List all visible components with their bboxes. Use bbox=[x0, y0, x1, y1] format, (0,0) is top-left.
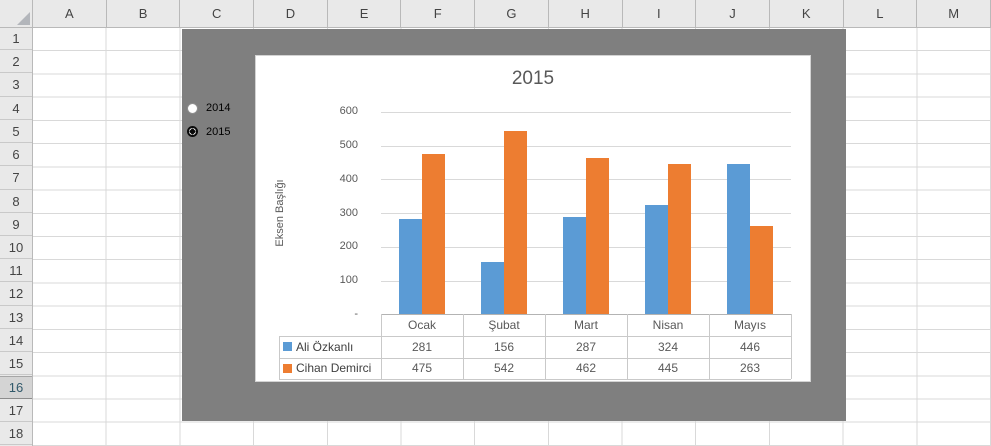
legend-key-icon bbox=[283, 363, 292, 373]
table-border bbox=[463, 314, 464, 380]
column-header-k[interactable]: K bbox=[770, 0, 844, 27]
row-header-18[interactable]: 18 bbox=[0, 423, 32, 445]
bar-ali-zkanl-ubat[interactable] bbox=[481, 261, 504, 315]
table-value: 542 bbox=[493, 361, 515, 376]
row-header-15[interactable]: 15 bbox=[0, 353, 32, 376]
embedded-chart[interactable]: 2015 Eksen Başlığı 600 500 400 300 200 100 - O… bbox=[255, 55, 811, 382]
gridline bbox=[381, 111, 791, 113]
radio-option-2014[interactable]: 2014 bbox=[187, 101, 230, 115]
column-header-c[interactable]: C bbox=[180, 0, 255, 27]
table-border bbox=[381, 314, 382, 380]
row-header-10[interactable]: 10 bbox=[0, 237, 32, 260]
row-headers: 1 2 3 4 5 6 7 8 9 10 11 12 13 14 15 16 17 18 bbox=[0, 28, 33, 446]
radio-dot-icon bbox=[188, 127, 197, 136]
row-header-1[interactable]: 1 bbox=[0, 28, 32, 51]
table-value: 263 bbox=[739, 361, 761, 376]
series-name: Cihan Demirci bbox=[296, 361, 372, 376]
table-category-nisan: Nisan bbox=[652, 318, 684, 333]
table-border bbox=[545, 314, 546, 380]
column-header-f[interactable]: F bbox=[401, 0, 476, 27]
table-border bbox=[279, 357, 791, 359]
table-category-ubat: Şubat bbox=[488, 318, 520, 333]
row-header-5[interactable]: 5 bbox=[0, 121, 32, 144]
row-header-11[interactable]: 11 bbox=[0, 260, 32, 283]
column-header-a[interactable]: A bbox=[33, 0, 107, 27]
row-header-14[interactable]: 14 bbox=[0, 330, 32, 353]
y-tick-label: 100 bbox=[339, 274, 358, 286]
table-value: 324 bbox=[657, 339, 679, 354]
table-series-ali-zkanl: Ali Özkanlı bbox=[279, 336, 381, 358]
row-header-4[interactable]: 4 bbox=[0, 98, 32, 120]
bar-ali-zkanl-nisan[interactable] bbox=[645, 204, 668, 315]
column-header-d[interactable]: D bbox=[254, 0, 328, 27]
column-header-e[interactable]: E bbox=[328, 0, 402, 27]
table-category-ocak: Ocak bbox=[407, 318, 436, 333]
row-header-3[interactable]: 3 bbox=[0, 74, 32, 97]
column-header-m[interactable]: M bbox=[917, 0, 991, 27]
y-tick-label: 400 bbox=[339, 172, 358, 185]
y-tick-label: 600 bbox=[339, 105, 358, 118]
row-header-7[interactable]: 7 bbox=[0, 167, 32, 190]
y-tick-label: - bbox=[354, 307, 358, 320]
row-header-8[interactable]: 8 bbox=[0, 191, 32, 213]
column-header-h[interactable]: H bbox=[549, 0, 623, 27]
x-axis-line bbox=[381, 314, 791, 316]
table-border bbox=[279, 336, 280, 380]
bar-cihan-demirci-ocak[interactable] bbox=[422, 153, 445, 315]
select-all-triangle-icon bbox=[17, 12, 30, 25]
column-header-g[interactable]: G bbox=[475, 0, 549, 27]
row-header-12[interactable]: 12 bbox=[0, 283, 32, 306]
bar-cihan-demirci-ubat[interactable] bbox=[504, 131, 527, 315]
bar-cihan-demirci-mart[interactable] bbox=[586, 158, 609, 315]
gray-group-shape[interactable]: 2014 2015 2015 Eksen Başlığı 600 500 400 300… bbox=[182, 29, 846, 421]
table-value: 281 bbox=[411, 339, 433, 354]
table-category-may-s: Mayıs bbox=[733, 318, 766, 333]
table-value: 475 bbox=[411, 361, 433, 376]
table-series-cihan-demirci: Cihan Demirci bbox=[279, 358, 381, 380]
y-tick-label: 500 bbox=[339, 139, 358, 151]
column-header-j[interactable]: J bbox=[696, 0, 770, 27]
row-header-17[interactable]: 17 bbox=[0, 400, 32, 422]
bar-cihan-demirci-may-s[interactable] bbox=[750, 225, 773, 315]
row-header-9[interactable]: 9 bbox=[0, 214, 32, 236]
y-axis-title: Eksen Başlığı bbox=[274, 179, 286, 247]
radio-label: 2014 bbox=[206, 102, 231, 114]
chart-title: 2015 bbox=[511, 68, 555, 89]
bar-ali-zkanl-may-s[interactable] bbox=[727, 163, 750, 315]
table-border bbox=[709, 314, 710, 380]
table-value: 156 bbox=[493, 339, 515, 354]
bar-cihan-demirci-nisan[interactable] bbox=[668, 164, 691, 315]
column-header-b[interactable]: B bbox=[107, 0, 181, 27]
table-border bbox=[279, 379, 791, 381]
table-category-mart: Mart bbox=[574, 318, 598, 333]
table-value: 445 bbox=[657, 361, 679, 376]
series-name: Ali Özkanlı bbox=[296, 339, 354, 354]
table-border bbox=[279, 336, 791, 337]
table-border bbox=[627, 314, 628, 380]
y-tick-label: 200 bbox=[339, 240, 358, 253]
table-value: 287 bbox=[575, 339, 597, 354]
radio-button-icon bbox=[187, 126, 198, 137]
row-header-2[interactable]: 2 bbox=[0, 51, 32, 74]
legend-key-icon bbox=[283, 342, 292, 352]
select-all-button[interactable] bbox=[0, 0, 33, 28]
gridline bbox=[381, 145, 791, 147]
table-value: 446 bbox=[739, 339, 761, 354]
bar-ali-zkanl-mart[interactable] bbox=[563, 217, 586, 315]
y-tick-label: 300 bbox=[339, 206, 358, 219]
table-value: 462 bbox=[575, 361, 597, 376]
row-header-16[interactable]: 16 bbox=[0, 376, 32, 399]
radio-option-2015[interactable]: 2015 bbox=[187, 125, 230, 139]
column-header-i[interactable]: I bbox=[623, 0, 697, 27]
row-header-6[interactable]: 6 bbox=[0, 144, 32, 167]
radio-label: 2015 bbox=[206, 125, 231, 138]
column-header-l[interactable]: L bbox=[844, 0, 918, 27]
bar-ali-zkanl-ocak[interactable] bbox=[399, 219, 422, 315]
row-header-13[interactable]: 13 bbox=[0, 307, 32, 329]
table-border bbox=[791, 314, 792, 380]
radio-button-icon bbox=[187, 102, 198, 114]
